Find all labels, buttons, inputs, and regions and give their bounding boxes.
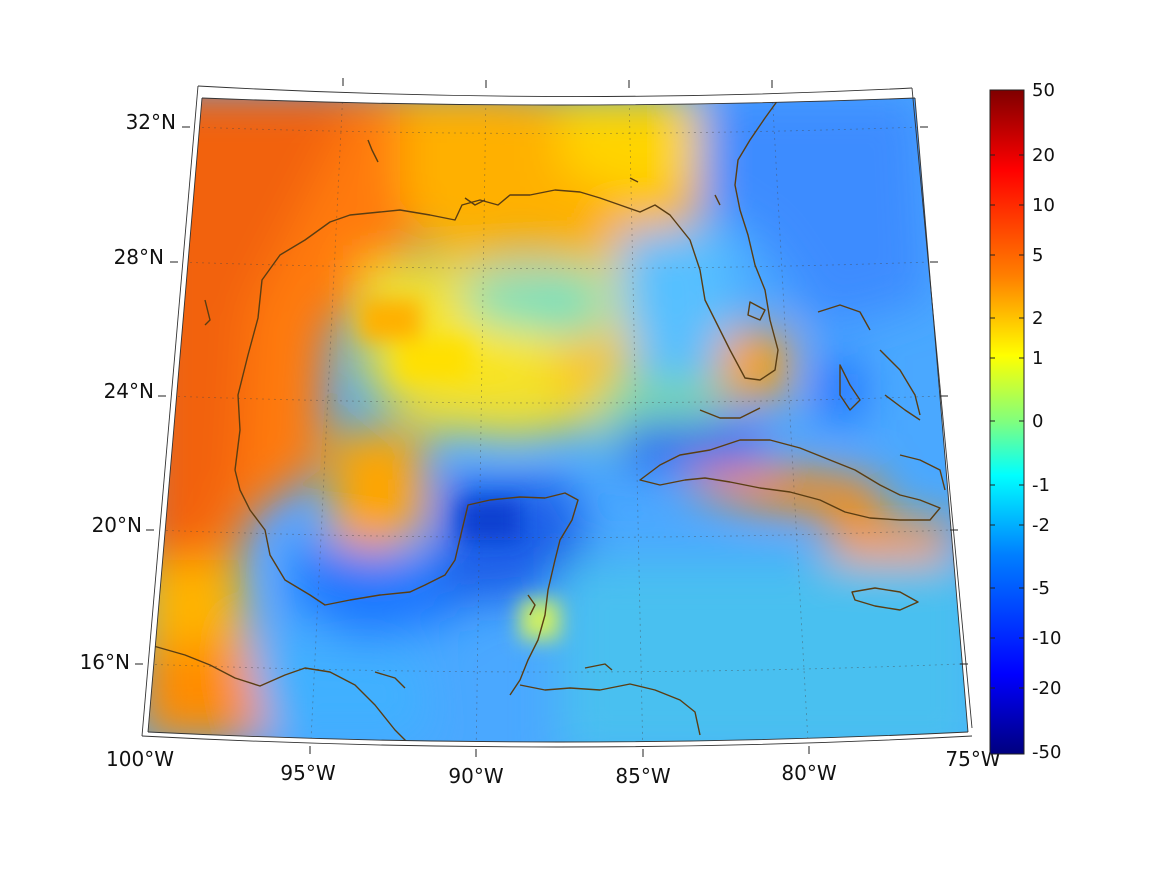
colorbar-label: -1 (1032, 475, 1050, 496)
lat-label: 16°N (80, 650, 130, 674)
colorbar-label: 20 (1032, 145, 1055, 166)
colorbar-label: 5 (1032, 245, 1043, 266)
colorbar-ticks (990, 154, 1024, 689)
colorbar-label: 50 (1032, 80, 1055, 101)
colorbar-label: 10 (1032, 195, 1055, 216)
colorbar-ramp (989, 89, 1025, 755)
lat-label: 20°N (92, 513, 142, 537)
lon-label: 95°W (280, 761, 335, 785)
colorbar-label: -2 (1032, 515, 1050, 536)
heat-field (148, 98, 968, 742)
colorbar-label: -50 (1032, 742, 1061, 763)
lon-label: 100°W (106, 747, 174, 771)
map-frame (141, 85, 973, 748)
lat-label: 24°N (104, 379, 154, 403)
lat-label: 32°N (126, 110, 176, 134)
latitude-labels: 32°N 28°N 24°N 20°N 16°N (80, 110, 176, 674)
map-frame-ticks (135, 78, 968, 757)
colorbar-label: -10 (1032, 628, 1061, 649)
lat-label: 28°N (114, 245, 164, 269)
colorbar-label: -5 (1032, 578, 1050, 599)
colorbar-label: 2 (1032, 308, 1043, 329)
colorbar-label: 1 (1032, 348, 1043, 369)
lon-label: 90°W (448, 764, 503, 788)
colorbar-label: 0 (1032, 411, 1043, 432)
longitude-labels: 100°W 95°W 90°W 85°W 80°W 75°W (106, 747, 1001, 788)
lon-label: 80°W (781, 761, 836, 785)
lon-label: 85°W (615, 764, 670, 788)
graticule (148, 98, 961, 742)
coastlines (149, 99, 946, 742)
colorbar-label: -20 (1032, 678, 1061, 699)
